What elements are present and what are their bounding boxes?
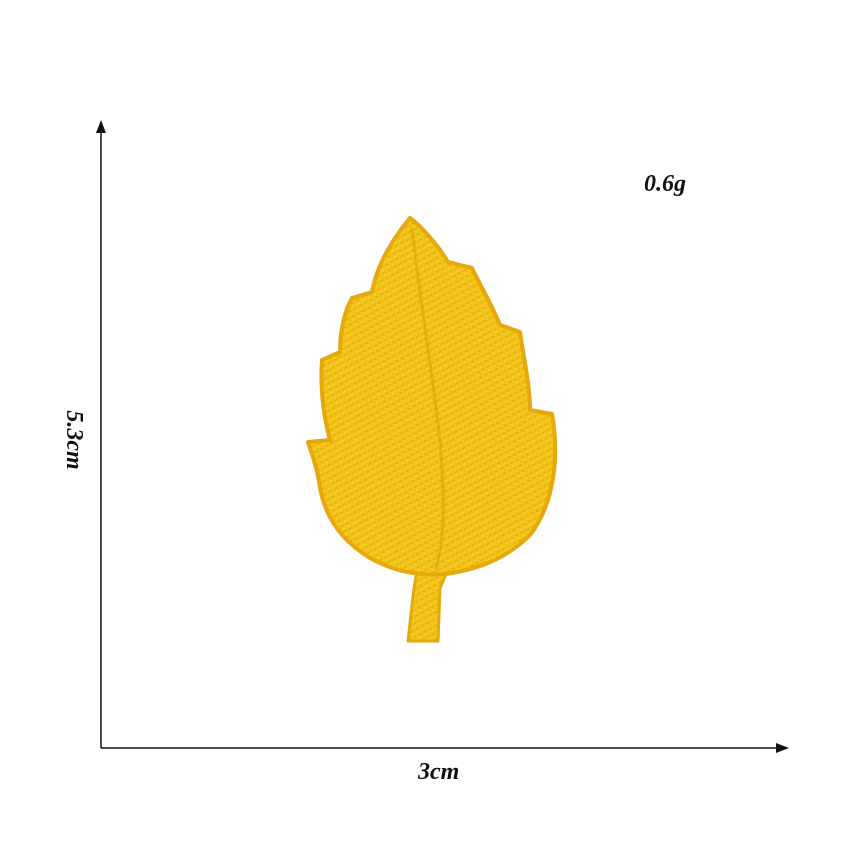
leaf-midrib — [410, 227, 445, 571]
width-dimension-label: 3cm — [418, 759, 460, 785]
leaf-patch-image — [306, 216, 558, 643]
leaf-blade — [306, 216, 558, 577]
height-dimension-label: 5.3cm — [61, 410, 87, 470]
weight-label: 0.6g — [644, 171, 686, 197]
vertical-axis-arrow-icon — [96, 120, 106, 133]
dimension-axes — [96, 120, 789, 753]
horizontal-axis-arrow-icon — [776, 743, 789, 753]
